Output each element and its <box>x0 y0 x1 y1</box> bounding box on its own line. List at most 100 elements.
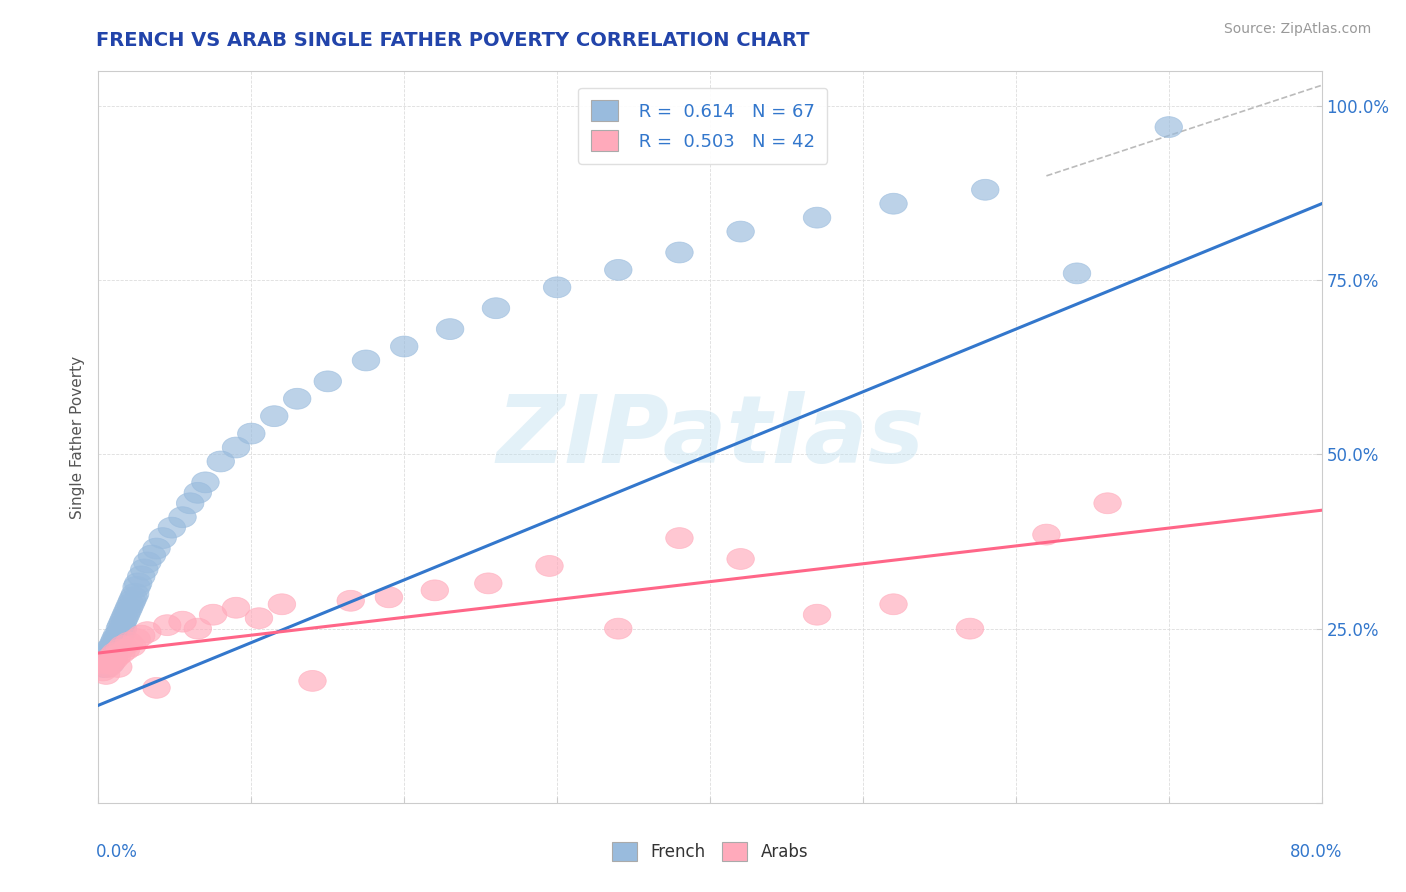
Ellipse shape <box>727 549 755 569</box>
Ellipse shape <box>101 642 129 664</box>
Ellipse shape <box>118 636 146 657</box>
Ellipse shape <box>105 618 134 639</box>
Ellipse shape <box>103 625 131 646</box>
Ellipse shape <box>105 639 134 660</box>
Ellipse shape <box>157 517 186 538</box>
Ellipse shape <box>94 642 121 664</box>
Ellipse shape <box>122 576 150 598</box>
Ellipse shape <box>605 260 633 280</box>
Ellipse shape <box>115 598 143 618</box>
Ellipse shape <box>143 538 170 559</box>
Ellipse shape <box>543 277 571 298</box>
Ellipse shape <box>96 639 122 660</box>
Ellipse shape <box>176 492 204 514</box>
Ellipse shape <box>96 649 122 671</box>
Ellipse shape <box>436 318 464 340</box>
Ellipse shape <box>1154 117 1182 137</box>
Ellipse shape <box>727 221 755 242</box>
Ellipse shape <box>103 632 131 653</box>
Ellipse shape <box>104 629 132 649</box>
Ellipse shape <box>665 242 693 263</box>
Ellipse shape <box>93 664 120 684</box>
Ellipse shape <box>134 622 162 642</box>
Ellipse shape <box>112 639 139 660</box>
Ellipse shape <box>269 594 295 615</box>
Ellipse shape <box>605 618 633 639</box>
Ellipse shape <box>184 618 211 639</box>
Ellipse shape <box>200 604 226 625</box>
Ellipse shape <box>98 642 127 664</box>
Y-axis label: Single Father Poverty: Single Father Poverty <box>69 356 84 518</box>
Ellipse shape <box>114 601 141 622</box>
Ellipse shape <box>222 598 250 618</box>
Ellipse shape <box>314 371 342 392</box>
Ellipse shape <box>87 653 115 674</box>
Ellipse shape <box>100 639 128 660</box>
Ellipse shape <box>101 629 129 649</box>
Ellipse shape <box>110 611 136 632</box>
Ellipse shape <box>103 646 131 667</box>
Ellipse shape <box>1094 492 1122 514</box>
Ellipse shape <box>803 207 831 228</box>
Ellipse shape <box>94 657 121 677</box>
Ellipse shape <box>880 194 907 214</box>
Ellipse shape <box>128 566 155 587</box>
Ellipse shape <box>97 653 124 674</box>
Ellipse shape <box>1032 524 1060 545</box>
Text: 80.0%: 80.0% <box>1291 843 1343 861</box>
Ellipse shape <box>100 646 128 667</box>
Ellipse shape <box>105 622 134 642</box>
Ellipse shape <box>238 423 266 444</box>
Ellipse shape <box>120 587 148 607</box>
Ellipse shape <box>89 657 117 677</box>
Ellipse shape <box>110 618 136 639</box>
Ellipse shape <box>475 573 502 594</box>
Ellipse shape <box>115 632 143 653</box>
Ellipse shape <box>98 636 127 657</box>
Ellipse shape <box>128 625 155 646</box>
Ellipse shape <box>117 594 145 615</box>
Ellipse shape <box>956 618 984 639</box>
Ellipse shape <box>124 573 152 594</box>
Ellipse shape <box>93 646 120 667</box>
Ellipse shape <box>91 653 118 674</box>
Ellipse shape <box>118 591 146 611</box>
Ellipse shape <box>169 611 197 632</box>
Ellipse shape <box>420 580 449 601</box>
Ellipse shape <box>482 298 510 318</box>
Ellipse shape <box>375 587 402 607</box>
Text: FRENCH VS ARAB SINGLE FATHER POVERTY CORRELATION CHART: FRENCH VS ARAB SINGLE FATHER POVERTY COR… <box>96 31 808 50</box>
Ellipse shape <box>104 625 132 646</box>
Ellipse shape <box>298 671 326 691</box>
Ellipse shape <box>138 545 166 566</box>
Ellipse shape <box>100 632 128 653</box>
Ellipse shape <box>972 179 1000 200</box>
Ellipse shape <box>97 642 124 664</box>
Ellipse shape <box>207 451 235 472</box>
Ellipse shape <box>111 607 138 629</box>
Ellipse shape <box>134 552 162 573</box>
Ellipse shape <box>536 556 564 576</box>
Ellipse shape <box>100 649 128 671</box>
Text: ZIPatlas: ZIPatlas <box>496 391 924 483</box>
Ellipse shape <box>191 472 219 492</box>
Ellipse shape <box>108 622 135 642</box>
Ellipse shape <box>880 594 907 615</box>
Ellipse shape <box>112 604 139 625</box>
Ellipse shape <box>97 653 124 674</box>
Ellipse shape <box>89 660 117 681</box>
Ellipse shape <box>665 528 693 549</box>
Text: 0.0%: 0.0% <box>96 843 138 861</box>
Ellipse shape <box>337 591 364 611</box>
Ellipse shape <box>108 642 135 664</box>
Ellipse shape <box>96 649 122 671</box>
Ellipse shape <box>803 604 831 625</box>
Legend: French, Arabs: French, Arabs <box>606 835 814 868</box>
Ellipse shape <box>391 336 418 357</box>
Text: Source: ZipAtlas.com: Source: ZipAtlas.com <box>1223 22 1371 37</box>
Ellipse shape <box>284 388 311 409</box>
Ellipse shape <box>353 350 380 371</box>
Ellipse shape <box>93 657 120 677</box>
Ellipse shape <box>131 559 157 580</box>
Ellipse shape <box>260 406 288 426</box>
